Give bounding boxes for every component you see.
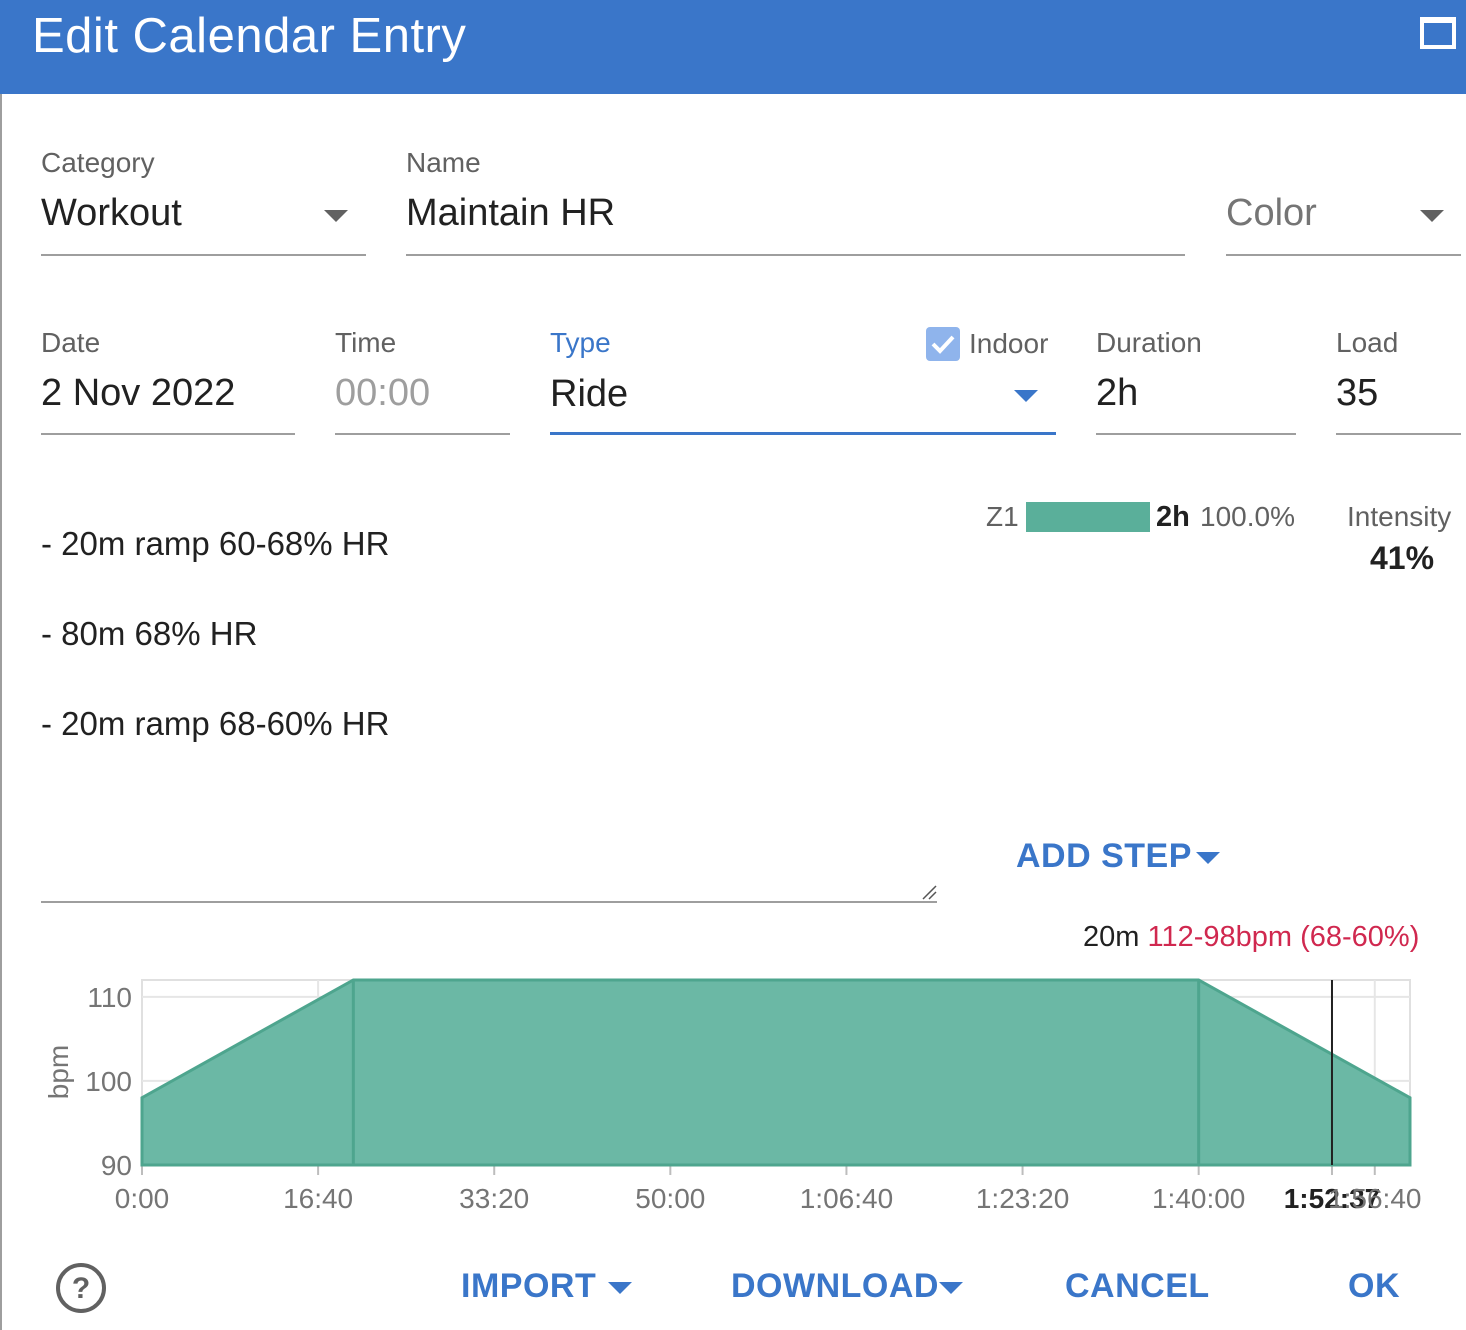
load-input[interactable]: 35 (1336, 372, 1379, 414)
date-underline (41, 433, 295, 435)
checkmark-icon (931, 335, 955, 354)
zone-time: 2h (1156, 501, 1190, 533)
duration-underline (1096, 433, 1296, 435)
x-tick-label: 50:00 (635, 1183, 705, 1214)
step-line: - 80m 68% HR (41, 615, 258, 652)
hover-duration: 20m (1083, 921, 1140, 953)
zone-bar-track (1026, 502, 1150, 532)
indoor-label: Indoor (969, 328, 1049, 359)
type-underline (550, 432, 1056, 435)
color-underline (1226, 254, 1461, 256)
x-tick-label: 33:20 (459, 1183, 529, 1214)
x-tick-label: 1:40:00 (1152, 1183, 1245, 1214)
workout-steps-textarea[interactable]: - 20m ramp 60-68% HR - 80m 68% HR - 20m … (41, 470, 937, 902)
intensity-value: 41% (1370, 540, 1435, 576)
help-icon[interactable]: ? (55, 1262, 107, 1314)
step-line: - 20m ramp 68-60% HR (41, 705, 390, 742)
time-input[interactable]: 00:00 (335, 372, 431, 414)
duration-label: Duration (1096, 327, 1202, 358)
y-axis-label: bpm (43, 1045, 74, 1099)
time-underline (335, 433, 510, 435)
date-label: Date (41, 327, 101, 358)
type-dropdown-icon[interactable] (1014, 390, 1038, 402)
cancel-button[interactable]: CANCEL (1065, 1267, 1210, 1305)
x-tick-label: 16:40 (283, 1183, 353, 1214)
download-button[interactable]: DOWNLOAD (731, 1267, 939, 1305)
category-label: Category (41, 147, 155, 178)
load-label: Load (1336, 327, 1399, 358)
x-tick-label: 1:06:40 (800, 1183, 893, 1214)
name-underline (406, 254, 1185, 256)
load-underline (1336, 433, 1461, 435)
hover-detail: 112-98bpm (68-60%) (1147, 921, 1420, 953)
type-label: Type (550, 327, 611, 358)
add-step-button[interactable]: ADD STEP (1016, 837, 1192, 875)
category-select[interactable]: Workout (41, 192, 182, 234)
duration-input[interactable]: 2h (1096, 372, 1139, 414)
y-tick-label: 100 (85, 1066, 132, 1097)
name-label: Name (406, 147, 481, 178)
time-label: Time (335, 327, 397, 358)
x-tick-label: 0:00 (115, 1183, 170, 1214)
dialog-title: Edit Calendar Entry (32, 9, 467, 63)
zone-bar-fill (1026, 502, 1150, 532)
import-dropdown-icon[interactable] (608, 1282, 632, 1294)
step-line: - 20m ramp 60-68% HR (41, 525, 390, 562)
date-input[interactable]: 2 Nov 2022 (41, 372, 236, 414)
zone-percent: 100.0% (1200, 501, 1295, 532)
hover-info: 20m 112-98bpm (68-60%) (1083, 920, 1419, 954)
color-dropdown-icon[interactable] (1420, 210, 1444, 222)
type-select[interactable]: Ride (550, 373, 629, 415)
intensity-label: Intensity (1347, 501, 1452, 532)
y-tick-label: 110 (87, 982, 132, 1013)
y-tick-label: 90 (101, 1150, 132, 1181)
workout-chart[interactable]: 110 100 900:00 16:40 33:20 50:00 1:06:40 1:23:2… (0, 960, 1466, 1220)
x-tick-label: 1:52:37 (1284, 1183, 1381, 1214)
indoor-checkbox[interactable] (926, 327, 960, 361)
x-tick-label: 1:23:20 (976, 1183, 1069, 1214)
hr-area (140, 978, 1412, 1167)
download-dropdown-icon[interactable] (939, 1282, 963, 1294)
zone-label: Z1 (986, 501, 1019, 532)
color-select[interactable]: Color (1226, 192, 1317, 234)
maximize-icon[interactable] (1420, 17, 1456, 49)
add-step-dropdown-icon[interactable] (1196, 852, 1220, 864)
x-tick-label: 1:56:40 (1328, 1183, 1421, 1214)
ok-button[interactable]: OK (1348, 1267, 1400, 1305)
category-underline (41, 254, 366, 256)
dialog-border (0, 94, 2, 1330)
import-button[interactable]: IMPORT (461, 1267, 597, 1305)
dialog-title-bar (0, 0, 1466, 94)
name-input[interactable]: Maintain HR (406, 192, 616, 234)
category-dropdown-icon[interactable] (324, 210, 348, 222)
steps-underline (41, 901, 937, 903)
resize-handle-icon[interactable] (921, 884, 937, 900)
svg-text:?: ? (72, 1272, 90, 1305)
